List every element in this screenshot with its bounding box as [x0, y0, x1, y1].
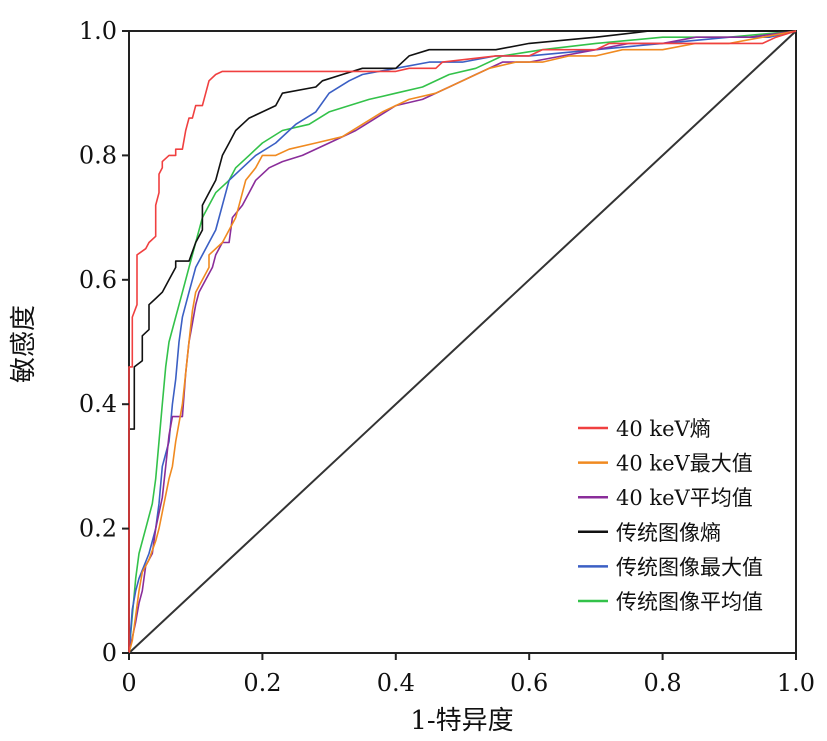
reference-diagonal	[128, 30, 797, 654]
x-tick-label: 0.2	[243, 669, 281, 697]
x-axis-label: 1-特异度	[410, 706, 513, 736]
y-tick-label: 0.2	[79, 515, 117, 543]
legend-label-2: 40 keV最大值	[616, 452, 753, 476]
axis-ticks: 00 0.2 0.2 0.4 0.4 0.6 0.6 0.8 0.8 1.0 1.0	[79, 17, 815, 697]
legend-label-3: 40 keV平均值	[616, 486, 753, 510]
y-tick-label: 0	[102, 639, 117, 667]
x-tick-label: 1.0	[777, 669, 815, 697]
reference-line	[128, 30, 797, 654]
series-line-4	[128, 30, 796, 653]
y-tick-label: 0.6	[79, 266, 117, 294]
roc-series-group	[128, 30, 797, 654]
legend-label-4: 传统图像熵	[616, 521, 721, 545]
x-tick-label: 0.8	[644, 669, 682, 697]
plot-frame	[128, 30, 797, 654]
series-line-2	[128, 30, 797, 654]
plot-area	[128, 30, 797, 654]
y-tick-label: 1.0	[79, 17, 117, 45]
series-line-1	[128, 30, 797, 653]
x-tick-label: 0	[121, 669, 136, 697]
x-tick-label: 0.6	[510, 669, 548, 697]
legend-label-5: 传统图像最大值	[616, 555, 763, 579]
legend: 40 keV熵 40 keV最大值 40 keV平均值传统图像熵传统图像最大值传统图…	[578, 417, 763, 614]
x-tick-label: 0.4	[377, 669, 415, 697]
legend-label-1: 40 keV熵	[616, 417, 711, 441]
y-tick-label: 0.4	[79, 390, 117, 418]
y-axis-label: 敏感度	[9, 305, 39, 383]
y-tick-label: 0.8	[79, 141, 117, 169]
legend-label-6: 传统图像平均值	[616, 590, 763, 614]
